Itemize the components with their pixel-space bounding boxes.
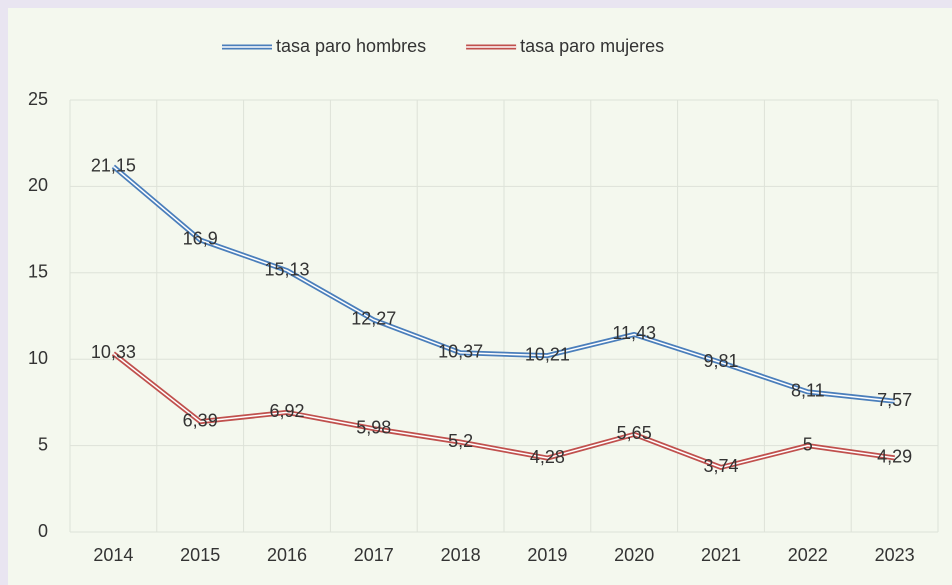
data-label: 10,33 (91, 342, 136, 362)
x-tick-label: 2018 (441, 545, 481, 565)
y-tick-label: 15 (28, 262, 48, 282)
x-tick-label: 2014 (93, 545, 133, 565)
y-tick-label: 0 (38, 521, 48, 541)
y-tick-label: 25 (28, 89, 48, 109)
x-tick-label: 2023 (875, 545, 915, 565)
legend-label: tasa paro mujeres (520, 36, 664, 56)
legend-label: tasa paro hombres (276, 36, 426, 56)
y-tick-label: 5 (38, 434, 48, 454)
chart-background (8, 8, 952, 585)
data-label: 5,98 (356, 417, 391, 437)
data-label: 16,9 (183, 229, 218, 249)
data-label: 10,21 (525, 344, 570, 364)
data-label: 8,11 (791, 381, 825, 401)
x-tick-label: 2015 (180, 545, 220, 565)
line-inner (112, 165, 895, 402)
data-label: 6,92 (269, 401, 304, 421)
y-tick-label: 10 (28, 348, 48, 368)
x-tick-label: 2019 (527, 545, 567, 565)
data-label: 6,39 (183, 410, 218, 430)
data-label: 9,81 (703, 351, 738, 371)
data-label: 4,28 (530, 447, 565, 467)
data-label: 10,37 (438, 342, 483, 362)
data-label: 5 (803, 434, 813, 454)
data-label: 3,74 (703, 456, 738, 476)
x-tick-label: 2021 (701, 545, 741, 565)
x-tick-label: 2022 (788, 545, 828, 565)
x-tick-label: 2017 (354, 545, 394, 565)
data-label: 5,2 (448, 431, 473, 451)
data-label: 12,27 (351, 309, 396, 329)
data-label: 5,65 (617, 423, 652, 443)
x-tick-label: 2016 (267, 545, 307, 565)
line-inner (112, 352, 895, 469)
x-tick-label: 2020 (614, 545, 654, 565)
data-label: 7,57 (877, 390, 912, 410)
data-label: 15,13 (264, 259, 309, 279)
data-label: 4,29 (877, 447, 912, 467)
data-label: 21,15 (91, 155, 136, 175)
y-tick-label: 20 (28, 175, 48, 195)
data-label: 11,43 (612, 323, 656, 343)
